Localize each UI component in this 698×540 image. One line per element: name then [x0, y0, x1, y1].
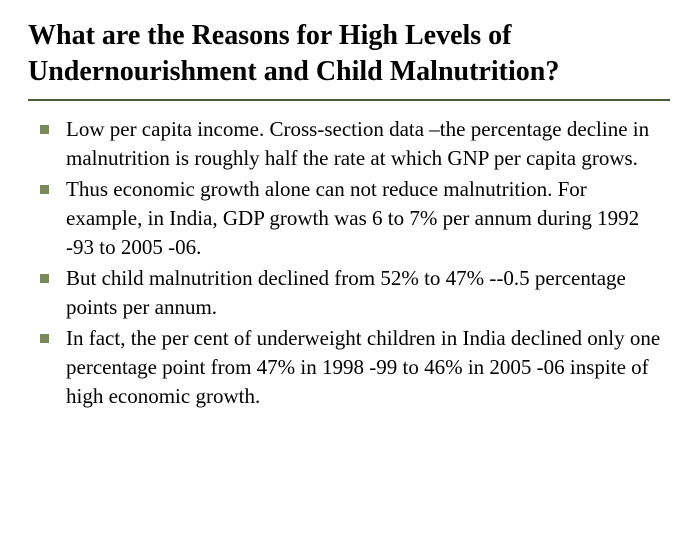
bullet-text: Low per capita income. Cross-section dat…	[66, 117, 649, 170]
bullet-text: In fact, the per cent of underweight chi…	[66, 326, 660, 408]
bullet-list: Low per capita income. Cross-section dat…	[28, 115, 670, 411]
slide-container: What are the Reasons for High Levels of …	[0, 0, 698, 540]
title-underline	[28, 99, 670, 101]
bullet-text: But child malnutrition declined from 52%…	[66, 266, 626, 319]
bullet-text: Thus economic growth alone can not reduc…	[66, 177, 639, 259]
list-item: But child malnutrition declined from 52%…	[36, 264, 666, 322]
list-item: In fact, the per cent of underweight chi…	[36, 324, 666, 411]
slide-title: What are the Reasons for High Levels of …	[28, 18, 670, 91]
list-item: Low per capita income. Cross-section dat…	[36, 115, 666, 173]
list-item: Thus economic growth alone can not reduc…	[36, 175, 666, 262]
